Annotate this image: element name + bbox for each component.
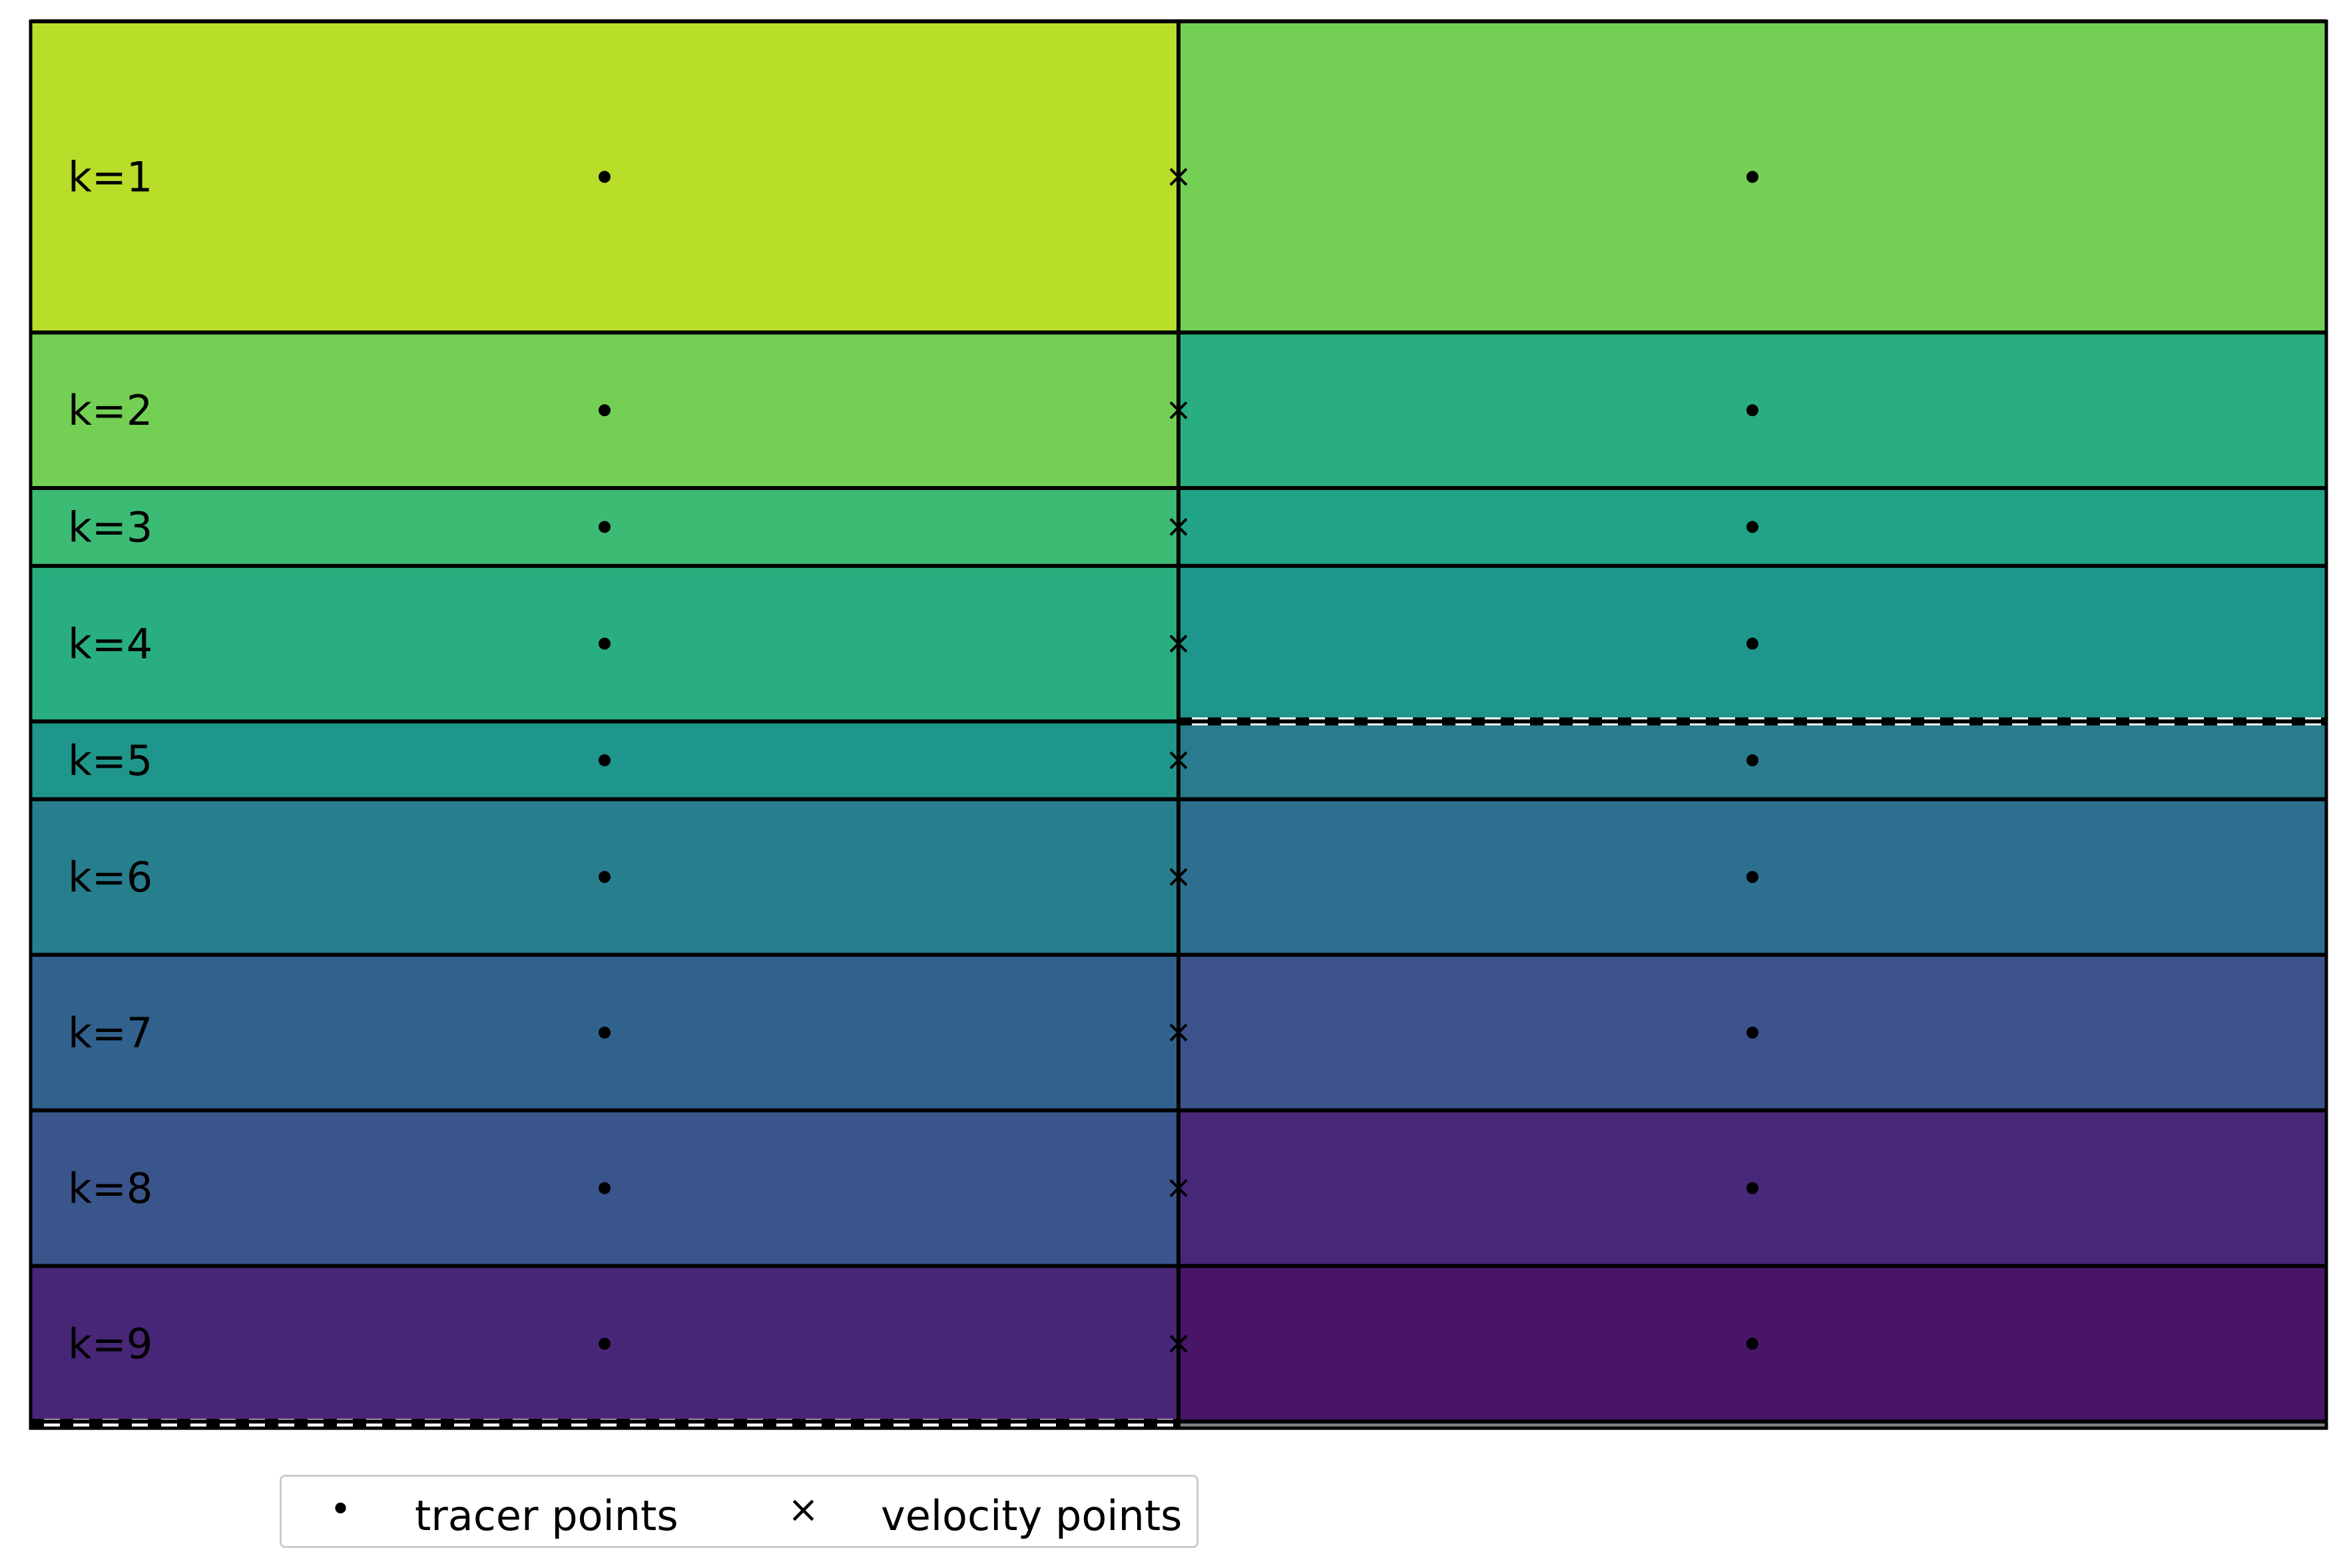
point-markers — [599, 168, 1758, 1353]
layer-label-4: k=4 — [68, 620, 152, 668]
legend-tracer-label: tracer points — [415, 1491, 678, 1540]
bottom-strip-right — [1178, 1423, 2326, 1428]
velocity-stroke-b — [1169, 751, 1188, 770]
tracer-point-left-7 — [599, 1026, 611, 1039]
tracer-point-left-5 — [599, 754, 611, 766]
layer-label-7: k=7 — [68, 1009, 152, 1057]
velocity-stroke-b — [1169, 518, 1188, 536]
velocity-point-1 — [1169, 168, 1188, 186]
velocity-point-5 — [1169, 751, 1188, 770]
velocity-stroke-b — [1169, 868, 1188, 886]
velocity-point-7 — [1169, 1023, 1188, 1042]
tracer-point-icon: • — [330, 1488, 352, 1531]
velocity-stroke-b — [1169, 635, 1188, 653]
tracer-point-left-9 — [599, 1338, 611, 1350]
velocity-stroke-b — [1169, 1334, 1188, 1353]
velocity-stroke-b — [1169, 401, 1188, 419]
velocity-point-2 — [1169, 401, 1188, 419]
tracer-point-right-5 — [1746, 754, 1758, 766]
legend-velocity-label: velocity points — [881, 1491, 1182, 1540]
tracer-point-right-8 — [1746, 1182, 1758, 1194]
layer-label-1: k=1 — [68, 153, 152, 202]
velocity-point-icon: × — [788, 1488, 819, 1531]
velocity-point-6 — [1169, 868, 1188, 886]
tracer-point-left-3 — [599, 521, 611, 533]
tracer-point-right-9 — [1746, 1338, 1758, 1350]
velocity-stroke-b — [1169, 1023, 1188, 1042]
tracer-point-left-4 — [599, 637, 611, 650]
tracer-point-right-7 — [1746, 1026, 1758, 1039]
layer-label-2: k=2 — [68, 386, 152, 435]
tracer-point-right-1 — [1746, 170, 1758, 183]
tracer-point-right-3 — [1746, 521, 1758, 533]
layer-label-6: k=6 — [68, 853, 152, 902]
layer-label-3: k=3 — [68, 503, 152, 551]
legend: • tracer points × velocity points — [280, 1475, 1198, 1548]
tracer-point-left-6 — [599, 871, 611, 884]
tracer-point-left-8 — [599, 1182, 611, 1194]
layer-label-5: k=5 — [68, 736, 152, 785]
grid-lines — [29, 19, 2328, 1430]
velocity-point-9 — [1169, 1334, 1188, 1353]
tracer-point-left-1 — [599, 170, 611, 183]
velocity-point-3 — [1169, 518, 1188, 536]
velocity-point-8 — [1169, 1179, 1188, 1197]
tracer-point-right-6 — [1746, 871, 1758, 884]
grid-cells — [31, 21, 2326, 1428]
tracer-point-left-2 — [599, 404, 611, 417]
layer-label-9: k=9 — [68, 1320, 152, 1368]
layer-label-8: k=8 — [68, 1165, 152, 1213]
layer-labels: k=1 k=2 k=3 k=4 k=5 k=6 k=7 k=8 k=9 — [68, 153, 152, 1368]
tracer-point-right-2 — [1746, 404, 1758, 417]
velocity-stroke-b — [1169, 168, 1188, 186]
velocity-point-4 — [1169, 635, 1188, 653]
velocity-stroke-b — [1169, 1179, 1188, 1197]
tracer-point-right-4 — [1746, 637, 1758, 650]
